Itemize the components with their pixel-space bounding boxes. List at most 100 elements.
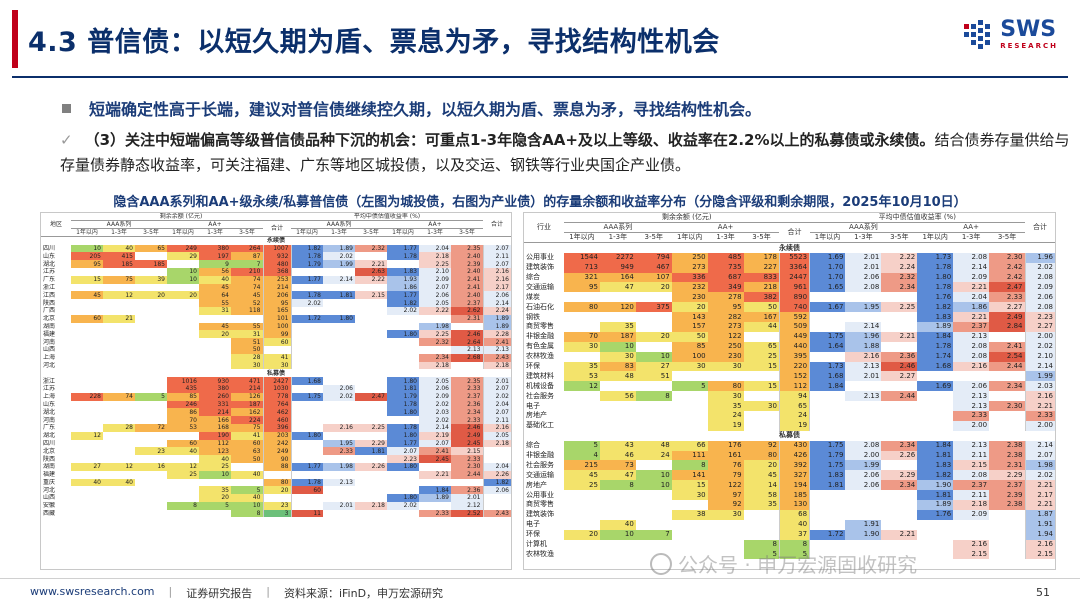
table-row: 建筑装饰 713 949 467 273 735 227 3364 1.70 2.01 2.24 1.… bbox=[524, 262, 1055, 273]
balance-cell bbox=[636, 401, 672, 411]
yield-cell: 1.83 bbox=[809, 470, 846, 481]
footer-sep: | bbox=[168, 585, 173, 598]
balance-cell: 75 bbox=[231, 423, 263, 432]
yield-cell: 1.99 bbox=[323, 260, 355, 268]
yield-cell: 2.05 bbox=[419, 377, 451, 385]
balance-cell: 1544 bbox=[564, 252, 600, 263]
yield-cell: 2.14 bbox=[845, 322, 882, 332]
yield-cell bbox=[355, 330, 387, 338]
balance-cell: 45 bbox=[71, 291, 103, 300]
footer-site-link[interactable]: www.swsresearch.com bbox=[30, 585, 155, 598]
yield-cell: 1.78 bbox=[290, 252, 323, 261]
yield-cell: 2.62 bbox=[451, 306, 483, 315]
yield-cell: 2.13 bbox=[323, 478, 355, 487]
yield-cell bbox=[355, 354, 387, 362]
balance-cell: 161 bbox=[707, 450, 744, 461]
header-maturity: 1年以内 bbox=[917, 232, 954, 244]
balance-cell: 12 bbox=[167, 462, 199, 471]
header-maturity: 1-3年 bbox=[599, 232, 636, 244]
yield-cell bbox=[989, 391, 1025, 401]
balance-cell: 40 bbox=[199, 275, 231, 284]
row-label: 河南 bbox=[43, 338, 56, 346]
balance-total-cell: 592 bbox=[778, 312, 810, 323]
balance-total-cell: 194 bbox=[778, 480, 810, 491]
balance-cell: 1016 bbox=[167, 377, 199, 385]
yield-total-cell: 2.14 bbox=[1024, 440, 1055, 451]
balance-total-cell: 5 bbox=[778, 549, 810, 560]
table-row: 山东 246 331 187 764 1.78 2.02 2.36 2.04 bbox=[41, 400, 511, 409]
row-label: 环保 bbox=[526, 362, 540, 371]
balance-cell: 80 bbox=[707, 381, 744, 392]
yield-total-cell: 2.00 bbox=[1024, 331, 1055, 342]
header-total: 合计 bbox=[1025, 213, 1055, 244]
yield-cell: 2.37 bbox=[953, 322, 990, 332]
yield-cell bbox=[290, 361, 323, 370]
balance-cell: 92 bbox=[707, 500, 744, 510]
yield-cell: 1.98 bbox=[419, 322, 451, 331]
balance-cell bbox=[135, 330, 167, 338]
yield-cell bbox=[809, 420, 846, 431]
yield-cell: 2.01 bbox=[323, 501, 355, 510]
yield-cell: 2.52 bbox=[451, 509, 483, 518]
yield-cell bbox=[290, 439, 323, 448]
yield-cell bbox=[290, 470, 323, 479]
yield-cell: 2.36 bbox=[451, 400, 483, 409]
balance-total-cell: 368 bbox=[262, 267, 291, 276]
balance-total-cell: 249 bbox=[262, 447, 291, 456]
yield-cell: 2.36 bbox=[881, 351, 918, 362]
balance-cell bbox=[135, 385, 167, 393]
balance-cell bbox=[167, 338, 199, 346]
balance-cell bbox=[672, 371, 708, 381]
table-row: 浙江 45 74 214 1.86 2.07 2.41 2.17 bbox=[41, 283, 511, 292]
balance-cell: 48 bbox=[635, 440, 672, 451]
yield-cell: 2.68 bbox=[451, 353, 483, 362]
balance-total-cell: 112 bbox=[778, 381, 810, 392]
balance-cell bbox=[167, 486, 199, 494]
balance-total-cell: 449 bbox=[778, 331, 810, 342]
balance-cell bbox=[71, 323, 103, 331]
yield-cell: 2.40 bbox=[451, 252, 483, 261]
yield-cell: 2.14 bbox=[953, 262, 990, 273]
balance-cell: 224 bbox=[231, 416, 263, 424]
yield-cell: 2.13 bbox=[845, 361, 882, 372]
balance-cell bbox=[135, 471, 167, 479]
balance-cell bbox=[672, 421, 708, 431]
balance-cell bbox=[103, 486, 135, 494]
balance-cell bbox=[103, 416, 135, 424]
yield-cell bbox=[989, 550, 1025, 560]
yield-cell: 2.40 bbox=[451, 267, 483, 276]
yield-cell: 1.79 bbox=[387, 392, 419, 401]
table-row: 农林牧渔 30 10 100 230 25 395 2.16 2.36 1.74 2.08 2.54 2… bbox=[524, 351, 1055, 362]
yield-cell: 2.02 bbox=[387, 501, 419, 510]
row-label: 商贸零售 bbox=[526, 322, 554, 331]
balance-cell: 435 bbox=[167, 384, 199, 393]
header-maturity: 1-3年 bbox=[953, 232, 990, 244]
yield-total-cell: 2.02 bbox=[1024, 341, 1055, 352]
yield-total-cell: 2.07 bbox=[1024, 450, 1055, 461]
balance-cell: 45 bbox=[564, 470, 600, 481]
yield-cell: 2.33 bbox=[451, 416, 483, 424]
yield-cell bbox=[323, 510, 355, 518]
yield-cell bbox=[989, 530, 1025, 540]
yield-total-cell bbox=[482, 501, 511, 510]
row-label: 房地产 bbox=[526, 480, 547, 489]
yield-cell: 2.03 bbox=[419, 408, 451, 417]
balance-cell bbox=[135, 408, 167, 416]
balance-cell: 162 bbox=[231, 408, 263, 417]
yield-cell: 2.10 bbox=[419, 267, 451, 276]
yield-cell: 1.90 bbox=[917, 480, 954, 491]
yield-cell bbox=[809, 351, 846, 362]
balance-cell: 20 bbox=[167, 291, 199, 300]
yield-cell bbox=[917, 540, 953, 550]
yield-cell: 1.81 bbox=[917, 490, 954, 501]
balance-cell: 35 bbox=[707, 401, 744, 412]
yield-cell: 2.27 bbox=[881, 371, 918, 382]
yield-cell bbox=[451, 323, 483, 331]
yield-cell bbox=[451, 362, 483, 370]
balance-cell bbox=[600, 421, 636, 431]
balance-cell bbox=[135, 315, 167, 323]
yield-total-cell: 2.43 bbox=[482, 509, 511, 518]
yield-cell bbox=[845, 411, 881, 421]
table-row: 电子 40 40 1.91 1.91 bbox=[524, 519, 1055, 530]
yield-cell: 1.77 bbox=[290, 462, 323, 471]
